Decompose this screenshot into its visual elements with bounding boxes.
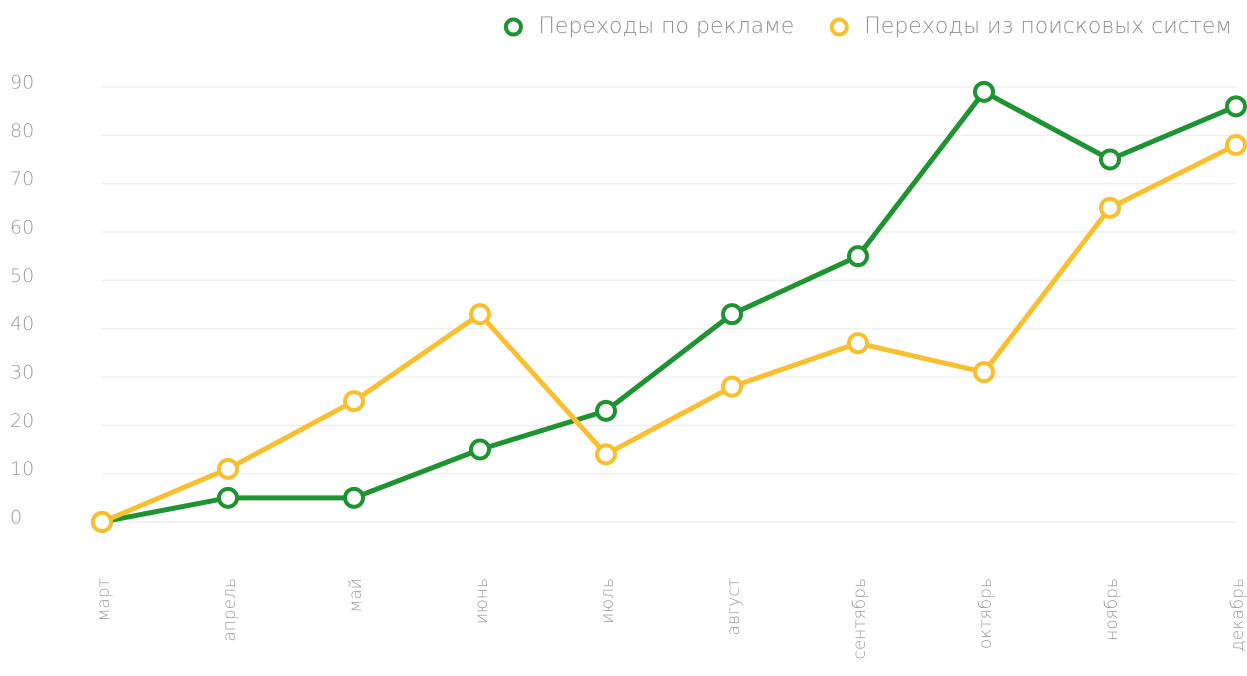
y-tick-label: 90 — [10, 72, 34, 94]
y-tick-label: 50 — [10, 265, 34, 287]
data-point — [1099, 148, 1121, 171]
x-tick-label: июнь — [472, 578, 492, 624]
x-tick-label: июль — [598, 578, 618, 624]
y-tick-label: 40 — [10, 313, 34, 335]
x-tick-label: ноябрь — [1102, 578, 1122, 641]
data-point — [469, 303, 491, 326]
legend-marker — [829, 17, 849, 37]
data-point — [343, 486, 365, 509]
x-tick-label: март — [94, 578, 114, 621]
y-tick-label: 0 — [10, 507, 22, 529]
data-point — [1099, 196, 1121, 219]
data-point — [1225, 95, 1247, 118]
y-tick-label: 20 — [10, 410, 34, 432]
data-point — [847, 245, 869, 268]
x-tick-label: октябрь — [976, 578, 996, 649]
data-point — [973, 80, 995, 103]
y-tick-label: 60 — [10, 217, 34, 239]
x-tick-label: декабрь — [1228, 578, 1247, 652]
x-tick-label: сентябрь — [850, 578, 870, 660]
y-tick-label: 70 — [10, 168, 34, 190]
y-tick-label: 30 — [10, 362, 34, 384]
data-point — [343, 390, 365, 413]
data-point — [217, 486, 239, 509]
legend-label: Переходы по рекламе — [538, 14, 794, 39]
series-line — [101, 89, 1237, 525]
data-point — [91, 511, 113, 533]
x-tick-label: май — [346, 578, 366, 612]
legend-marker — [503, 17, 523, 37]
data-point — [721, 375, 743, 398]
y-tick-label: 10 — [10, 458, 34, 480]
data-point — [595, 399, 617, 422]
data-point — [847, 332, 869, 355]
data-point — [595, 443, 617, 466]
series-line — [101, 142, 1238, 525]
y-tick-label: 80 — [10, 120, 34, 142]
x-tick-label: август — [724, 578, 744, 635]
x-tick-label: апрель — [220, 578, 240, 642]
data-point — [973, 361, 995, 384]
data-point — [721, 303, 743, 326]
data-point — [469, 438, 491, 461]
legend-label: Переходы из поисковых систем — [864, 14, 1232, 39]
data-point — [217, 457, 239, 480]
data-point — [1225, 134, 1247, 156]
